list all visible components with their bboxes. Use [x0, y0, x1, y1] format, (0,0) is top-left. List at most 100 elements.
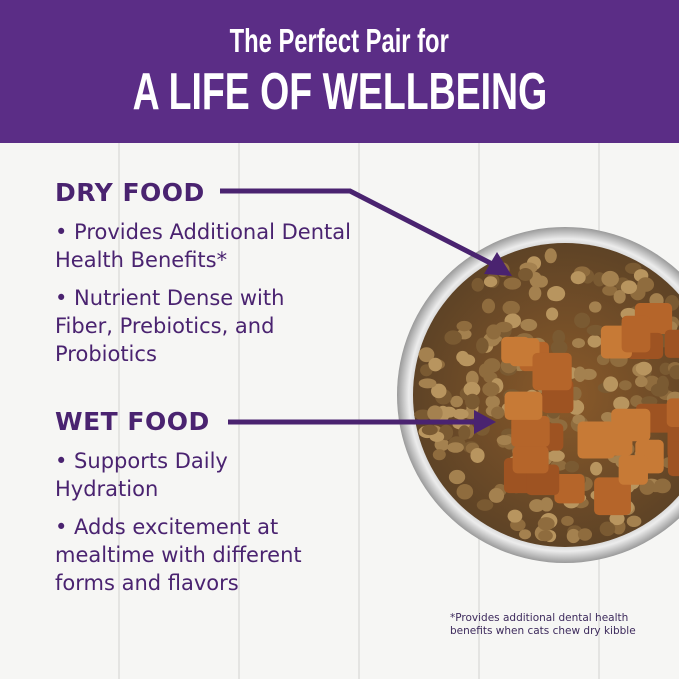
kibble-piece [431, 383, 447, 399]
kibble-piece [491, 406, 505, 419]
kibble-piece [613, 396, 630, 411]
kibble-piece [669, 365, 679, 380]
kibble-piece [588, 301, 602, 313]
dry-food-heading: DRY FOOD [55, 178, 205, 207]
wet-food-chunk [512, 446, 549, 474]
kibble-piece [488, 488, 505, 503]
kibble-piece [550, 340, 568, 355]
kibble-piece [502, 300, 520, 315]
kibble-piece [476, 337, 489, 354]
kibble-piece [441, 406, 457, 418]
kibble-piece [577, 528, 593, 541]
kibble-piece [458, 354, 476, 367]
kibble-piece [574, 312, 591, 329]
kibble-piece [448, 469, 466, 485]
header-subtitle: The Perfect Pair for [229, 22, 450, 59]
kibble-piece [528, 285, 542, 301]
header-title: A LIFE OF WELLBEING [132, 63, 547, 121]
kibble-piece [599, 521, 616, 537]
kibble-piece [496, 435, 513, 446]
kibble-piece [602, 285, 618, 296]
dry-food-bullet-1: • Provides Additional Dental Health Bene… [55, 220, 351, 272]
kibble-piece [519, 529, 532, 540]
kibble-piece [463, 381, 481, 397]
kibble-piece [637, 277, 655, 292]
kibble-piece [482, 382, 500, 397]
kibble-piece [503, 277, 522, 290]
kibble-piece [418, 378, 437, 389]
kibble-piece [464, 393, 480, 410]
kibble-piece [456, 483, 474, 500]
kibble-piece [586, 324, 605, 336]
kibble-piece [520, 318, 538, 331]
kibble-piece [428, 357, 443, 372]
kibble-piece [470, 447, 485, 463]
kibble-piece [618, 380, 632, 391]
wet-food-chunk [511, 415, 550, 447]
kibble-piece [483, 358, 501, 373]
wet-food-heading: WET FOOD [55, 407, 210, 436]
dry-food-arrow [220, 188, 502, 271]
kibble-piece [656, 375, 669, 391]
kibble-piece [471, 277, 485, 292]
wet-food-chunk [603, 425, 633, 456]
kibble-piece [537, 517, 555, 531]
kibble-piece [572, 338, 586, 349]
kibble-piece [458, 425, 471, 440]
wet-food-chunk [504, 391, 543, 420]
kibble-piece [485, 395, 500, 409]
kibble-piece [418, 347, 435, 363]
kibble-piece [590, 461, 603, 476]
wet-food-arrowhead [474, 410, 496, 434]
kibble-piece [573, 366, 587, 383]
kibble-piece [518, 267, 533, 282]
kibble-piece [450, 395, 463, 408]
kibble-piece [570, 271, 586, 285]
footnote: *Provides additional dental health benef… [450, 612, 636, 637]
kibble-piece [613, 289, 626, 304]
kibble-piece [481, 298, 496, 314]
kibble-piece [456, 320, 473, 332]
kibble-piece [620, 280, 638, 294]
kibble-piece [634, 376, 648, 388]
wet-food-bullet-2: • Adds excitement at mealtime with diffe… [55, 515, 302, 595]
food-bowl-image [397, 227, 679, 563]
kibble-piece [626, 515, 642, 528]
kibble-piece [547, 450, 565, 462]
wet-food-chunk [618, 455, 648, 485]
kibble-piece [635, 361, 652, 376]
kibble-piece [566, 528, 581, 544]
header-banner: The Perfect Pair for A LIFE OF WELLBEING [0, 0, 679, 143]
wet-food-chunk [532, 352, 572, 391]
wet-food-chunk [554, 474, 585, 504]
kibble-piece [529, 499, 545, 513]
kibble-piece [476, 499, 494, 511]
dry-food-arrowhead [484, 252, 512, 276]
kibble-piece [547, 286, 566, 302]
kibble-piece [465, 370, 479, 387]
kibble-piece [507, 509, 523, 523]
kibble-piece [544, 248, 557, 264]
kibble-piece [447, 442, 464, 453]
kibble-piece [546, 307, 559, 321]
wet-food-chunk [667, 441, 679, 477]
kibble-piece [601, 411, 615, 423]
kibble-piece [427, 405, 443, 422]
kibble-piece [609, 512, 625, 526]
kibble-piece [483, 276, 498, 288]
kibble-piece [561, 515, 574, 526]
wet-food-chunk [621, 315, 651, 353]
kibble-piece [603, 376, 619, 392]
kibble-piece [421, 424, 438, 436]
kibble-piece [587, 335, 602, 348]
kibble-piece [495, 321, 513, 333]
wet-food-chunk [509, 338, 540, 367]
kibble-piece [654, 478, 671, 494]
kibble-piece [601, 270, 619, 287]
wet-food-chunk [666, 398, 679, 427]
kibble-piece [444, 330, 462, 345]
kibble-piece [432, 449, 446, 461]
kibble-piece [538, 530, 553, 542]
kibble-piece [452, 408, 469, 420]
